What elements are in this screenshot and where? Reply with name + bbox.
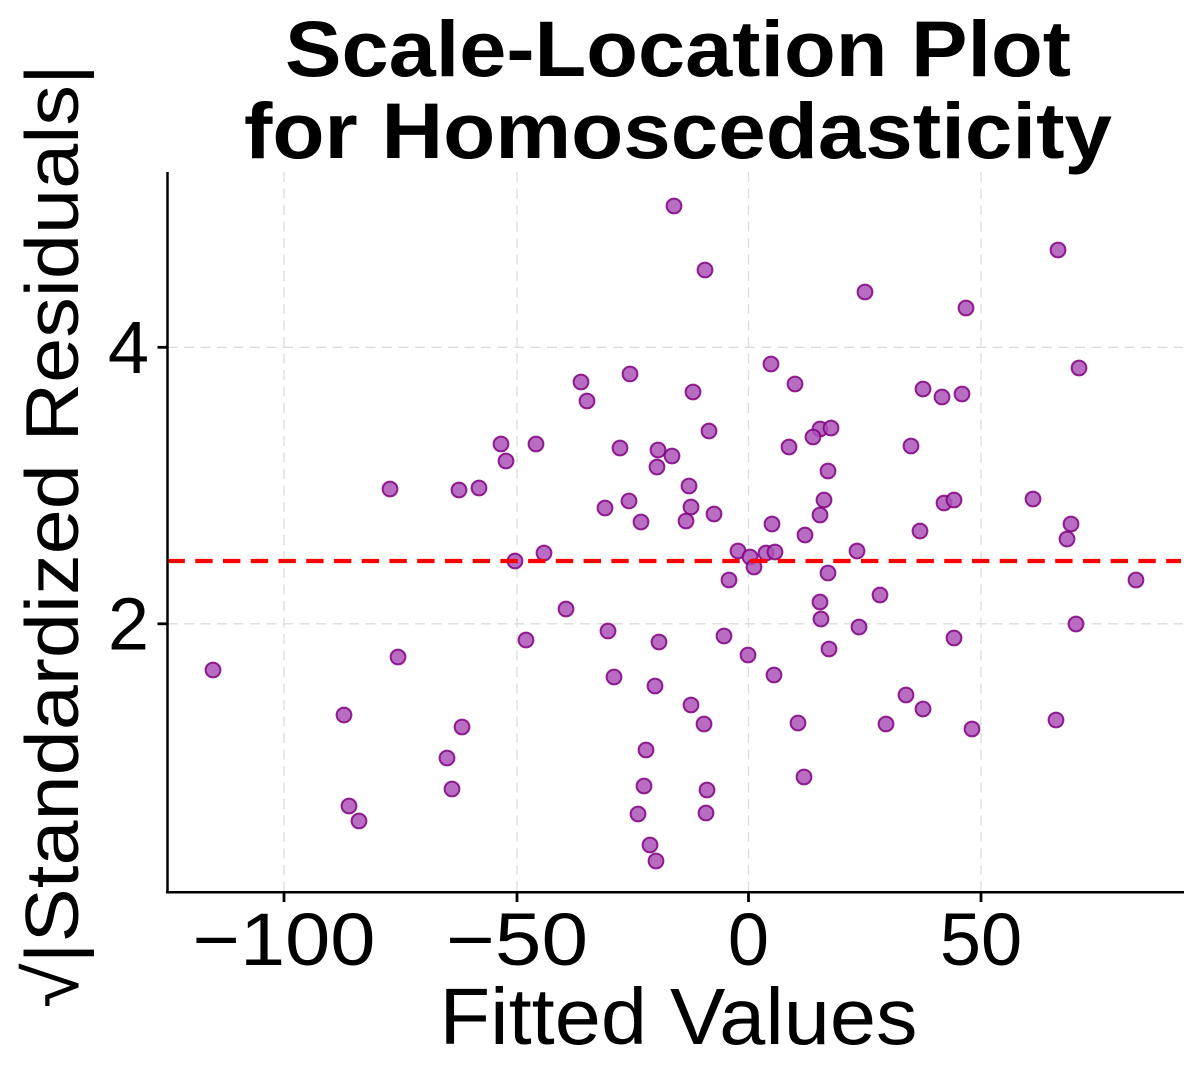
svg-text:Scale-Location Plot: Scale-Location Plot xyxy=(285,4,1071,93)
svg-text:√|Standardized Residuals|: √|Standardized Residuals| xyxy=(10,64,94,1008)
svg-text:Fitted Values: Fitted Values xyxy=(440,972,918,1061)
svg-text:for Homoscedasticity: for Homoscedasticity xyxy=(244,86,1112,175)
svg-text:50: 50 xyxy=(940,898,1022,981)
svg-text:0: 0 xyxy=(728,898,769,981)
svg-text:−50: −50 xyxy=(446,898,588,981)
svg-text:4: 4 xyxy=(108,306,149,389)
svg-text:2: 2 xyxy=(108,583,149,666)
svg-text:−100: −100 xyxy=(193,898,376,981)
